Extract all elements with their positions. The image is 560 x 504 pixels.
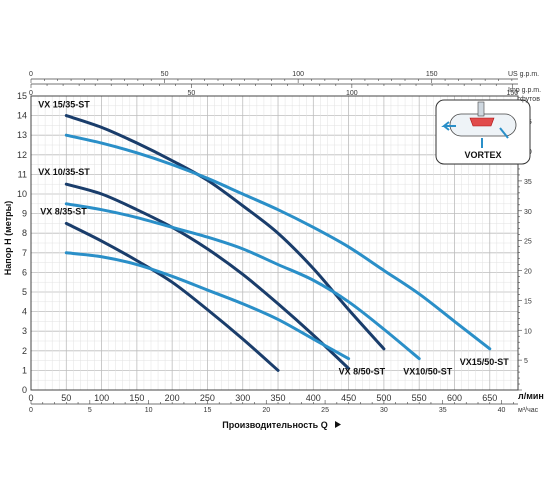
pump-impeller-icon [441,101,517,148]
y-tick-label: 11 [18,169,27,179]
y-tick-label: 14 [17,111,27,121]
x-tick-label: 500 [376,393,391,403]
x-axis-label-arrow-icon [335,421,341,428]
imp-gpm-unit: Imp g.p.m. [508,87,541,94]
curve-vx15-50-st [64,133,492,351]
x-tick-label: 200 [165,393,180,403]
y2-tick-label: 5 [524,358,528,365]
label-vx-8-50-st: VX 8/50-ST [339,367,386,377]
us-gpm-tick-label: 150 [426,71,438,78]
y2-tick-label: 35 [524,179,532,186]
y-tick-label: 4 [22,307,27,317]
x-axis-label: Производительность Q [222,420,327,430]
label-vx10-50-st: VX10/50-ST [403,367,453,377]
plot-frame [30,95,519,391]
y-tick-label: 1 [22,365,27,375]
us-gpm-tick-label: 100 [292,71,304,78]
us-gpm-tick-label: 0 [29,71,33,78]
y-tick-label: 12 [17,150,27,160]
y2-tick-label: 10 [524,328,532,335]
series-curves [64,114,492,372]
x2-tick-label: 25 [321,407,329,414]
grid [30,95,519,391]
series-labels: VX 15/35-ST VX 10/35-ST VX 8/35-ST VX 8/50-… [38,100,509,377]
x2-tick-label: 0 [29,407,33,414]
y-axis-label: Напор H (метры) [3,201,13,276]
y2-tick-label: 25 [524,239,532,246]
x2-tick-label: 30 [380,407,388,414]
label-vx-15-35-st: VX 15/35-ST [38,100,90,110]
x-tick-label: 300 [235,393,250,403]
us-gpm-tick-label: 50 [161,71,169,78]
x-axis-unit: л/мин [518,391,544,401]
y-tick-label: 15 [17,91,27,101]
imp-gpm-tick-label: 150 [506,90,518,97]
y-tick-label: 3 [22,326,27,336]
y-tick-label: 6 [22,267,27,277]
y-tick-label: 10 [17,189,27,199]
x2-tick-label: 15 [204,407,212,414]
y2-tick-label: 20 [524,269,532,276]
imp-gpm-tick-label: 50 [188,90,196,97]
us-gpm-unit: US g.p.m. [508,71,539,78]
y2-axis-unit: футов [520,96,540,103]
curve-vx-8-35-st [64,221,280,372]
x-tick-label: 600 [447,393,462,403]
x-tick-label: 50 [61,393,71,403]
curve-vx-10-35-st [64,182,351,370]
y2-tick-label: 30 [524,209,532,216]
x-tick-label: 550 [412,393,427,403]
x-tick-label: 150 [129,393,144,403]
imp-gpm-tick-label: 0 [29,90,33,97]
y-tick-label: 13 [17,130,27,140]
x-tick-label: 100 [94,393,109,403]
x-tick-label: 450 [341,393,356,403]
y-tick-label: 0 [22,385,27,395]
y-tick-label: 8 [22,228,27,238]
x2-tick-label: 20 [262,407,270,414]
x-tick-label: 250 [200,393,215,403]
curve-vx-15-35-st [64,114,386,351]
y-tick-label: 5 [22,287,27,297]
vortex-inset-label: VORTEX [464,150,501,160]
y-tick-label: 2 [22,346,27,356]
x2-axis-unit: м³/час [518,407,539,414]
curve-vx10-50-st [64,202,421,361]
y-tick-label: 7 [22,248,27,258]
label-vx-8-35-st: VX 8/35-ST [40,206,87,216]
label-vx-10-35-st: VX 10/35-ST [38,167,90,177]
label-vx15-50-st: VX15/50-ST [460,357,510,367]
x2-tick-label: 10 [145,407,153,414]
x2-tick-label: 40 [498,407,506,414]
x-tick-label: 650 [482,393,497,403]
x2-tick-label: 5 [88,407,92,414]
vortex-inset: VORTEX [435,99,531,165]
x2-tick-label: 35 [439,407,447,414]
imp-gpm-tick-label: 100 [346,90,358,97]
y-tick-label: 9 [22,209,27,219]
x-tick-label: 350 [271,393,286,403]
curve-vx-8-50-st [64,251,351,361]
x-tick-label: 0 [28,393,33,403]
x-tick-label: 400 [306,393,321,403]
y2-tick-label: 15 [524,298,532,305]
